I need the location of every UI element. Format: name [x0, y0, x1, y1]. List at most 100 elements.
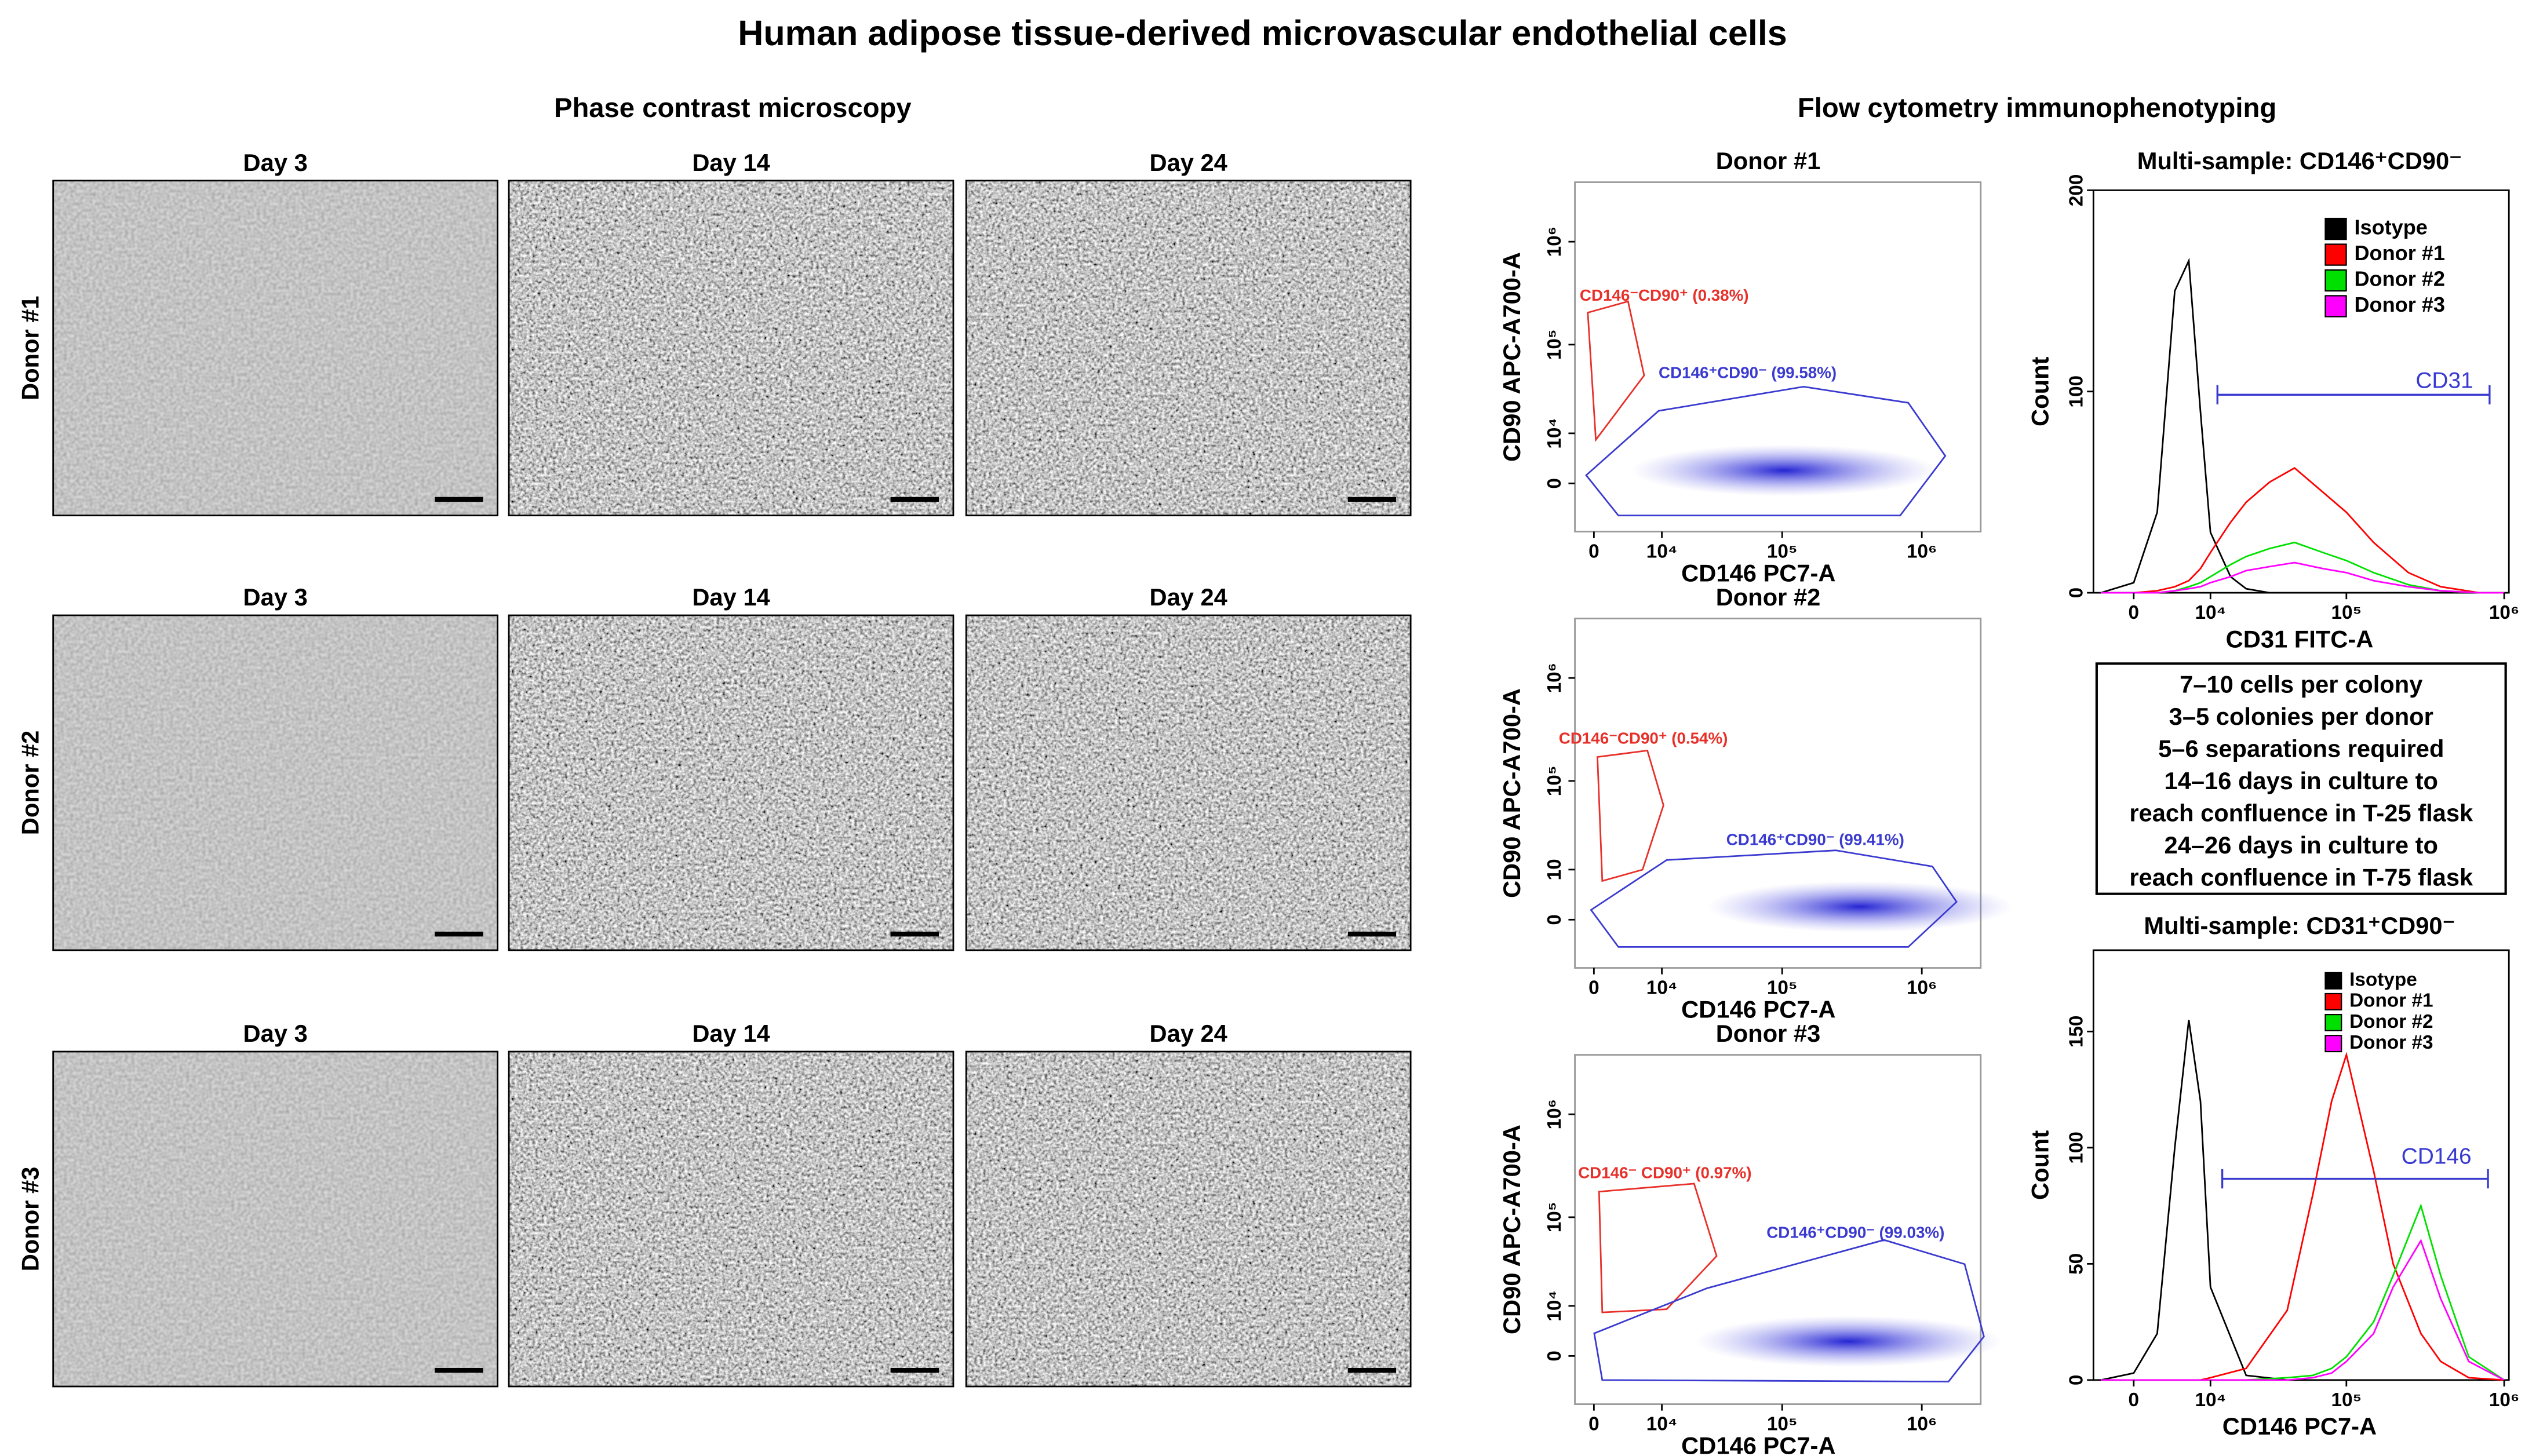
x-tick-label: 10⁵ [1767, 1413, 1798, 1435]
micrograph [509, 615, 953, 950]
micrograph-frame [52, 180, 499, 517]
micrograph [966, 615, 1411, 950]
row-label: Donor #1 [17, 295, 44, 400]
y-tick-label: 200 [2065, 174, 2087, 207]
y-tick-label: 100 [2065, 1132, 2087, 1164]
micrograph [53, 1052, 498, 1386]
plot-title: Donor #2 [1716, 583, 1821, 611]
y-tick-label: 10⁵ [1544, 1202, 1565, 1233]
notes-box [2095, 662, 2507, 895]
x-tick-label: 10⁴ [1646, 1413, 1678, 1435]
y-axis-label: CD90 APC-A700-A [1498, 252, 1525, 462]
micrograph-frame [52, 1050, 499, 1388]
x-tick-label: 10⁴ [1646, 541, 1678, 562]
legend-label: Donor #3 [2349, 1032, 2433, 1053]
y-tick-label: 0 [1544, 914, 1565, 925]
legend-label: Isotype [2354, 216, 2427, 239]
legend-swatch [2324, 1013, 2342, 1032]
section-title: Flow cytometry immunophenotyping [1798, 93, 2276, 123]
gate-label: CD146⁺CD90⁻ (99.58%) [1659, 364, 1837, 382]
legend-label: Donor #2 [2349, 1011, 2433, 1032]
y-tick-label: 10⁴ [1544, 418, 1565, 449]
section-title: Phase contrast microscopy [554, 93, 912, 123]
gate [1590, 849, 1958, 948]
column-label: Day 3 [243, 583, 308, 611]
column-label: Day 14 [692, 583, 770, 611]
x-tick-label: 0 [1588, 1413, 1599, 1435]
plot-title: Donor #1 [1716, 147, 1821, 174]
column-label: Day 14 [692, 149, 770, 176]
x-tick-label: 10⁶ [2489, 1389, 2519, 1411]
gate-label: CD146⁻ CD90⁺ (0.97%) [1578, 1164, 1751, 1182]
y-tick-label: 10⁶ [1544, 1099, 1565, 1129]
plot-title: Multi-sample: CD146⁺CD90⁻ [2137, 147, 2462, 174]
x-tick-label: 10⁵ [2331, 602, 2362, 623]
y-tick-label: 150 [2065, 1016, 2087, 1048]
legend-swatch [2324, 992, 2342, 1010]
row-label: Donor #3 [17, 1167, 44, 1272]
x-axis-label: CD31 FITC-A [2226, 625, 2374, 652]
micrograph [53, 615, 498, 950]
legend-label: Donor #3 [2354, 293, 2445, 316]
note-line: 7–10 cells per colony [2180, 670, 2422, 698]
histogram-line [2100, 257, 2505, 594]
micrograph-frame [508, 614, 954, 951]
note-line: reach confluence in T-75 flask [2129, 864, 2473, 891]
population-density [1695, 1315, 2002, 1367]
x-tick-label: 10⁶ [1907, 977, 1937, 998]
x-tick-label: 0 [1588, 541, 1599, 562]
x-tick-label: 10⁶ [1907, 541, 1937, 562]
gate-label: CD146⁻CD90⁺ (0.54%) [1559, 729, 1728, 747]
column-label: Day 14 [692, 1020, 770, 1047]
legend-swatch [2324, 269, 2347, 292]
y-axis-label: CD90 APC-A700-A [1498, 1125, 1525, 1334]
micrograph [966, 180, 1411, 516]
column-label: Day 24 [1149, 149, 1227, 176]
note-line: 5–6 separations required [2158, 735, 2444, 762]
y-tick-label: 10⁵ [1544, 329, 1565, 360]
gate [1598, 1183, 1718, 1313]
column-label: Day 3 [243, 149, 308, 176]
legend-label: Donor #1 [2354, 241, 2445, 265]
gate-label: CD146⁺CD90⁻ (99.03%) [1766, 1223, 1944, 1241]
note-line: 24–26 days in culture to [2165, 831, 2438, 859]
legend-swatch [2324, 295, 2347, 318]
x-tick-label: 0 [1588, 977, 1599, 998]
x-tick-label: 10⁵ [1767, 541, 1798, 562]
micrograph-frame [965, 614, 1412, 951]
gate-label: CD31 [2415, 368, 2473, 393]
gate [1593, 1239, 1985, 1383]
micrograph [509, 1052, 953, 1386]
y-tick-label: 10⁶ [1544, 663, 1565, 693]
gate [1585, 386, 1947, 517]
x-axis-label: CD146 PC7-A [1681, 996, 1835, 1023]
column-label: Day 3 [243, 1020, 308, 1047]
y-tick-label: 10⁵ [1544, 765, 1565, 796]
y-tick-label: 10⁶ [1544, 227, 1565, 257]
micrograph-frame [508, 1050, 954, 1388]
histogram-line [2100, 1020, 2505, 1381]
plot-frame [2092, 189, 2510, 594]
y-axis-label: Count [2026, 356, 2053, 426]
figure-title: Human adipose tissue-derived microvascul… [738, 13, 1787, 53]
x-axis-label: CD146 PC7-A [1681, 560, 1835, 587]
gate-label: CD146 [2402, 1144, 2472, 1169]
gate-label: CD146⁻CD90⁺ (0.38%) [1580, 286, 1749, 304]
micrograph-frame [965, 180, 1412, 517]
micrograph [53, 180, 498, 516]
micrograph-frame [508, 180, 954, 517]
note-line: 3–5 colonies per donor [2169, 703, 2433, 730]
population-density [1707, 881, 2013, 933]
x-axis-label: CD146 PC7-A [2222, 1413, 2377, 1440]
x-tick-label: 10⁴ [1646, 977, 1678, 998]
legend-label: Donor #2 [2354, 267, 2445, 291]
y-tick-label: 10 [1544, 859, 1565, 880]
micrograph-frame [965, 1050, 1412, 1388]
y-tick-label: 0 [1544, 1351, 1565, 1362]
plot-frame [2092, 949, 2510, 1381]
y-tick-label: 0 [2065, 587, 2087, 599]
legend-label: Isotype [2349, 969, 2417, 991]
y-axis-label: CD90 APC-A700-A [1498, 688, 1525, 898]
